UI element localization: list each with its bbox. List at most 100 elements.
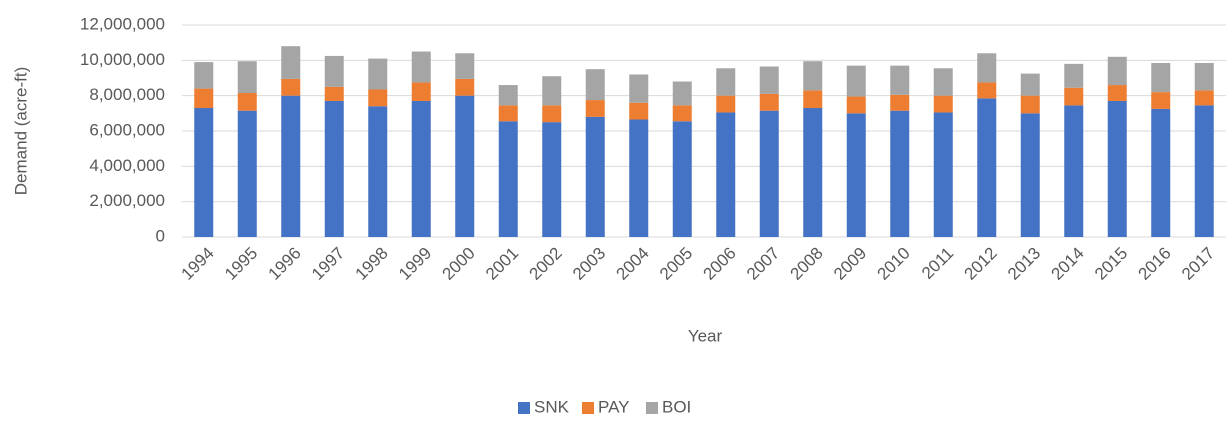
bar-segment xyxy=(585,116,605,237)
bar-segment xyxy=(977,82,997,99)
bar-segment xyxy=(1064,87,1084,106)
bar-segment xyxy=(629,102,649,120)
bar-segment xyxy=(629,74,649,103)
y-tick-label: 10,000,000 xyxy=(80,50,165,69)
x-tick-label: 2014 xyxy=(1048,244,1088,284)
y-tick-label: 2,000,000 xyxy=(89,191,165,210)
bar-segment xyxy=(1020,73,1040,96)
bar-segment xyxy=(672,81,692,106)
bar-segment xyxy=(542,122,562,237)
y-tick-label: 6,000,000 xyxy=(89,120,165,139)
bar-segment xyxy=(237,93,257,111)
bar-segment xyxy=(324,100,344,237)
x-tick-label: 1995 xyxy=(221,244,261,284)
bar-segment xyxy=(1020,113,1040,237)
bar-segment xyxy=(455,78,475,96)
x-tick-label: 2000 xyxy=(439,244,479,284)
bar-segment xyxy=(368,89,388,107)
bar-segment xyxy=(281,95,301,238)
bar-segment xyxy=(324,86,344,101)
x-tick-label: 2010 xyxy=(874,244,914,284)
bar-segment xyxy=(1194,62,1214,91)
bar-segment xyxy=(1151,108,1171,238)
bar-segment xyxy=(803,90,823,109)
bar-segment xyxy=(759,93,779,111)
bar-segment xyxy=(803,108,823,238)
bar-segment xyxy=(455,53,475,79)
bar-segment xyxy=(716,68,736,96)
y-tick-label: 12,000,000 xyxy=(80,14,165,33)
bar-segment xyxy=(629,119,649,237)
bar-segment xyxy=(1151,92,1171,109)
legend-swatch xyxy=(582,402,594,414)
bar-segment xyxy=(368,58,388,90)
bar-segment xyxy=(237,110,257,237)
bar-segment xyxy=(977,98,997,237)
x-tick-label: 1997 xyxy=(308,244,348,284)
x-tick-label: 2011 xyxy=(918,244,957,283)
bar-segment xyxy=(498,105,518,122)
bar-segment xyxy=(1064,105,1084,237)
bar-segment xyxy=(1194,90,1214,106)
x-tick-label: 2008 xyxy=(787,244,827,284)
bar-segment xyxy=(1064,63,1084,88)
y-axis-title: Demand (acre-ft) xyxy=(11,67,30,195)
x-tick-label: 2016 xyxy=(1135,244,1175,284)
bar-segment xyxy=(1020,95,1040,114)
bar-segment xyxy=(237,61,257,94)
bar-segment xyxy=(672,105,692,122)
bar-segment xyxy=(759,110,779,237)
bar-segment xyxy=(194,88,214,109)
bar-segment xyxy=(1194,105,1214,237)
bar-segment xyxy=(411,100,431,237)
x-tick-label: 2017 xyxy=(1178,244,1218,284)
bar-segment xyxy=(890,65,910,95)
bar-segment xyxy=(585,100,605,117)
bar-segment xyxy=(455,95,475,238)
x-tick-label: 1994 xyxy=(178,244,218,284)
y-tick-label: 0 xyxy=(156,226,165,245)
x-tick-label: 2012 xyxy=(961,244,1001,284)
bar-segment xyxy=(716,95,736,113)
legend-swatch xyxy=(518,402,530,414)
x-tick-label: 2003 xyxy=(569,244,609,284)
x-tick-label: 2015 xyxy=(1091,244,1131,284)
bar-segment xyxy=(1107,100,1127,237)
bar-segment xyxy=(498,121,518,237)
bar-segment xyxy=(803,61,823,91)
bar-segment xyxy=(933,68,953,96)
bar-segment xyxy=(281,46,301,79)
bar-segment xyxy=(368,106,388,238)
bar-segment xyxy=(933,112,953,237)
x-tick-label: 2001 xyxy=(482,244,522,284)
bar-segment xyxy=(890,110,910,237)
bar-segment xyxy=(977,53,997,83)
bar-segment xyxy=(1107,56,1127,86)
x-tick-label: 2009 xyxy=(830,244,870,284)
bar-segment xyxy=(542,105,562,123)
x-tick-label: 2002 xyxy=(526,244,566,284)
bar-segment xyxy=(194,108,214,238)
x-tick-label: 1996 xyxy=(265,244,305,284)
x-tick-label: 2013 xyxy=(1004,244,1044,284)
bar-segment xyxy=(933,95,953,113)
y-tick-label: 4,000,000 xyxy=(89,156,165,175)
bar-segment xyxy=(846,96,866,114)
y-tick-label: 8,000,000 xyxy=(89,85,165,104)
x-tick-label: 1999 xyxy=(395,244,435,284)
bar-segment xyxy=(585,69,605,101)
legend-label: PAY xyxy=(598,397,630,416)
bar-segment xyxy=(1107,85,1127,101)
bar-segment xyxy=(716,112,736,237)
bar-segment xyxy=(542,76,562,106)
x-axis-title: Year xyxy=(688,326,723,345)
x-tick-label: 2005 xyxy=(656,244,696,284)
bar-segment xyxy=(1151,62,1171,93)
bar-segment xyxy=(411,82,431,101)
bar-segment xyxy=(890,94,910,111)
bar-segment xyxy=(498,85,518,106)
bar-segment xyxy=(759,66,779,94)
legend-label: BOI xyxy=(662,397,691,416)
bar-segment xyxy=(846,113,866,237)
